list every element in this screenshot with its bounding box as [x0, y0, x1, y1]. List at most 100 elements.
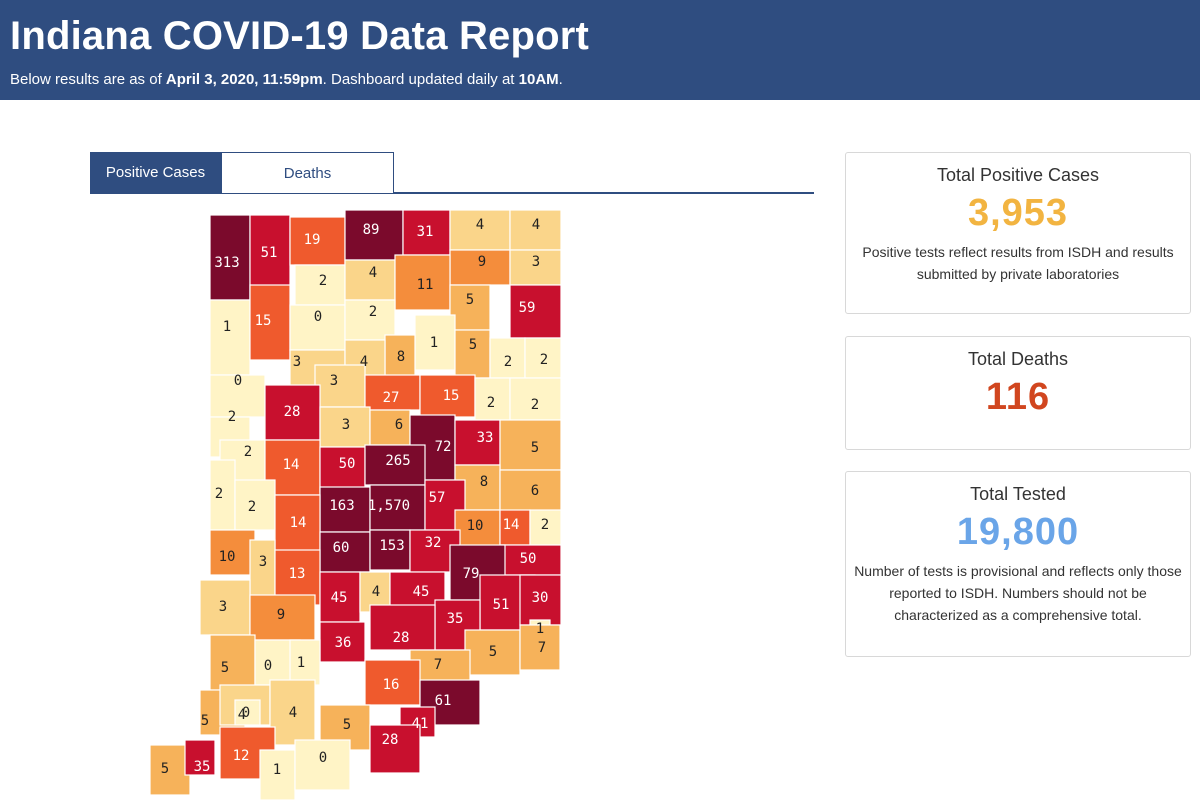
county-region[interactable]: [209, 299, 251, 376]
county-case-count: 60: [333, 540, 350, 556]
county-case-count: 8: [480, 474, 488, 490]
county-case-count: 27: [383, 390, 400, 406]
county-case-count: 0: [264, 658, 272, 674]
positive-cases-value: 3,953: [967, 192, 1069, 234]
page-title: Indiana COVID-19 Data Report: [10, 14, 590, 58]
county-case-count: 28: [284, 404, 301, 420]
tab-positive-cases[interactable]: Positive Cases: [90, 152, 221, 193]
county-case-count: 5: [221, 660, 229, 676]
county-case-count: 1: [430, 335, 438, 351]
county-region[interactable]: [294, 264, 346, 306]
county-case-count: 6: [395, 417, 403, 433]
county-region[interactable]: [364, 444, 426, 486]
county-case-count: 0: [234, 373, 242, 389]
county-case-count: 89: [363, 222, 380, 238]
county-region[interactable]: [509, 284, 562, 339]
county-region[interactable]: [369, 409, 411, 446]
county-case-count: 0: [314, 309, 322, 325]
county-case-count: 10: [219, 549, 236, 565]
county-region[interactable]: [149, 744, 191, 796]
county-case-count: 2: [531, 397, 539, 413]
update-time: 10AM: [518, 71, 559, 88]
county-case-count: 1: [223, 319, 231, 335]
county-region[interactable]: [344, 299, 396, 341]
county-case-count: 50: [339, 456, 356, 472]
county-region[interactable]: [314, 364, 366, 408]
county-region[interactable]: [269, 679, 316, 746]
county-region[interactable]: [529, 509, 562, 546]
county-region[interactable]: [499, 509, 531, 546]
county-case-count: 35: [194, 759, 211, 775]
county-case-count: 3: [219, 599, 227, 615]
county-case-count: 15: [255, 313, 272, 329]
county-case-count: 5: [531, 440, 539, 456]
card-title: Total Deaths: [967, 349, 1069, 369]
county-case-count: 1: [536, 621, 544, 637]
county-case-count: 4: [289, 705, 297, 721]
county-region[interactable]: [394, 254, 451, 311]
county-case-count: 3: [532, 254, 540, 270]
county-case-count: 313: [214, 255, 239, 271]
county-region[interactable]: [209, 214, 251, 301]
county-case-count: 9: [277, 607, 285, 623]
county-case-count: 19: [304, 232, 321, 248]
county-region[interactable]: [319, 531, 371, 573]
county-case-count: 13: [289, 566, 306, 582]
county-case-count: 2: [540, 352, 548, 368]
county-case-count: 32: [425, 535, 442, 551]
indiana-county-map: 313 51 19 89 31 4 4 9 3 2 4 11 5 59 1 15 0 2 1 5 2 2 8 3 4 0 3 27 15…: [135, 205, 565, 805]
county-case-count: 0: [242, 705, 250, 721]
county-region[interactable]: [264, 384, 321, 441]
county-case-count: 4: [476, 217, 484, 233]
county-case-count: 6: [531, 483, 539, 499]
county-case-count: 1,570: [368, 498, 410, 514]
county-region[interactable]: [454, 329, 491, 379]
tab-deaths[interactable]: Deaths: [221, 152, 394, 193]
county-case-count: 7: [434, 657, 442, 673]
county-case-count: 36: [335, 635, 352, 651]
county-case-count: 41: [412, 716, 429, 732]
county-region[interactable]: [249, 539, 276, 601]
county-case-count: 57: [429, 490, 446, 506]
county-case-count: 2: [244, 444, 252, 460]
county-region[interactable]: [424, 479, 466, 531]
county-case-count: 265: [385, 453, 410, 469]
county-case-count: 1: [297, 655, 305, 671]
county-case-count: 9: [478, 254, 486, 270]
county-region[interactable]: [289, 304, 346, 351]
county-case-count: 59: [519, 300, 536, 316]
county-region[interactable]: [209, 634, 256, 691]
county-region[interactable]: [364, 659, 421, 706]
county-case-count: 50: [520, 551, 537, 567]
county-region[interactable]: [464, 629, 521, 676]
county-region[interactable]: [369, 484, 426, 531]
county-region[interactable]: [499, 544, 562, 576]
county-region[interactable]: [209, 459, 236, 531]
county-case-count: 14: [283, 457, 300, 473]
county-case-count: 3: [259, 554, 267, 570]
county-case-count: 4: [238, 707, 246, 723]
county-case-count: 153: [379, 538, 404, 554]
county-region[interactable]: [184, 739, 216, 776]
county-region[interactable]: [249, 594, 316, 641]
county-region[interactable]: [419, 374, 476, 418]
total-deaths-card: Total Deaths 116: [845, 336, 1191, 450]
county-region[interactable]: [524, 337, 562, 379]
county-case-count: 12: [233, 748, 250, 764]
county-case-count: 28: [393, 630, 410, 646]
county-case-count: 4: [532, 217, 540, 233]
county-region[interactable]: [209, 529, 256, 576]
county-case-count: 30: [532, 590, 549, 606]
county-region[interactable]: [489, 337, 526, 379]
county-region[interactable]: [369, 604, 436, 651]
county-case-count: 10: [467, 518, 484, 534]
county-region[interactable]: [449, 209, 511, 251]
county-region[interactable]: [519, 624, 561, 671]
map-tabs: Positive Cases Deaths: [90, 152, 814, 194]
card-description: Number of tests is provisional and refle…: [854, 563, 1182, 623]
county-region[interactable]: [509, 377, 562, 421]
county-case-count: 2: [504, 354, 512, 370]
county-region[interactable]: [234, 699, 261, 726]
county-region[interactable]: [369, 724, 421, 774]
county-region[interactable]: [294, 739, 351, 791]
